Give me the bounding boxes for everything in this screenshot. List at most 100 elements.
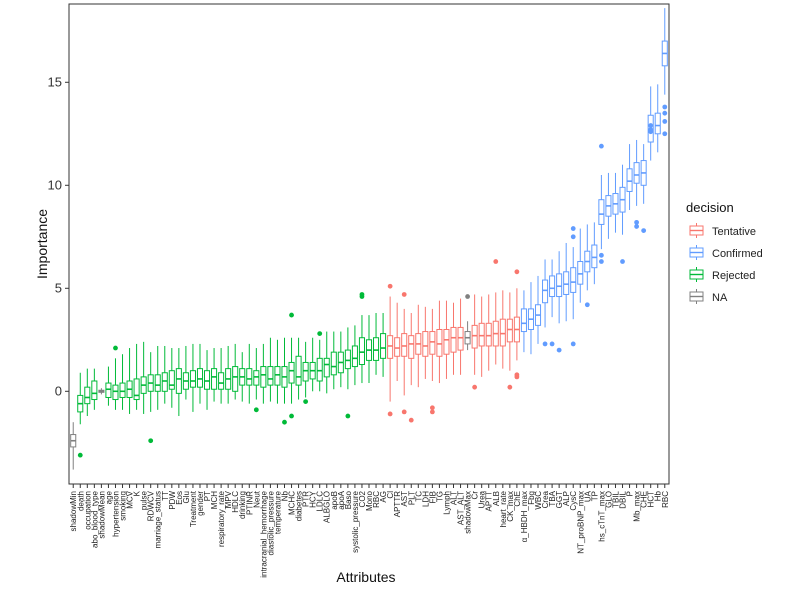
box-shadowmean bbox=[98, 388, 105, 395]
box-hcy bbox=[309, 337, 316, 392]
box-tba bbox=[549, 259, 556, 347]
box-drinking bbox=[239, 352, 246, 402]
x-tick-label: age bbox=[104, 490, 113, 504]
box-iqr bbox=[189, 370, 196, 388]
legend-label: Tentative bbox=[712, 226, 756, 238]
x-tick-label: shadowMean bbox=[97, 491, 106, 539]
outlier-point bbox=[542, 341, 548, 347]
x-tick-label: K bbox=[133, 490, 142, 496]
box-iqr bbox=[577, 261, 584, 285]
x-tick-label: Cl bbox=[386, 491, 395, 499]
box-che bbox=[513, 269, 520, 380]
x-tick-label: temperature bbox=[273, 490, 282, 534]
box-tp bbox=[591, 222, 598, 285]
y-tick-label: 15 bbox=[48, 74, 62, 89]
box-cysc bbox=[570, 226, 577, 347]
x-tick-label: systolic_pressure bbox=[351, 490, 360, 552]
outlier-point bbox=[648, 129, 654, 135]
box-mch bbox=[211, 348, 218, 402]
x-tick-label: Baso bbox=[344, 490, 353, 509]
outlier-point bbox=[401, 292, 407, 297]
box-iqr bbox=[316, 357, 323, 382]
outlier-point bbox=[77, 452, 83, 458]
x-tick-label: Glu bbox=[182, 491, 191, 503]
box-iqr bbox=[499, 318, 506, 347]
x-tick-label: drinking bbox=[238, 491, 247, 519]
y-axis-title: Importance bbox=[34, 209, 50, 279]
outlier-point bbox=[641, 228, 647, 234]
box-alp bbox=[563, 242, 570, 322]
box-iqr bbox=[380, 333, 387, 359]
x-tick-label: APTT bbox=[485, 491, 494, 512]
x-tick-label: HDLC bbox=[231, 491, 240, 513]
box-iqr bbox=[302, 361, 309, 382]
x-tick-label: death bbox=[76, 491, 85, 511]
box-iqr bbox=[288, 361, 295, 384]
box-iqr bbox=[175, 368, 182, 394]
box-iqr bbox=[457, 326, 464, 351]
box-nb bbox=[281, 337, 288, 425]
box-iqr bbox=[394, 337, 401, 357]
outlier-point bbox=[401, 409, 407, 415]
outlier-point bbox=[359, 292, 365, 297]
box-abo-blood-type bbox=[91, 368, 98, 410]
x-tick-label: ALP bbox=[562, 491, 571, 506]
x-tick-label: diabetes bbox=[295, 491, 304, 521]
x-tick-label: Eos bbox=[175, 491, 184, 505]
x-tick-label: RBC bbox=[661, 491, 670, 508]
box-pulse bbox=[140, 341, 147, 414]
box-mpv bbox=[225, 345, 232, 404]
box-iqr bbox=[556, 273, 563, 298]
box-nt-probnp-max bbox=[577, 228, 584, 303]
outlier-point bbox=[634, 219, 640, 225]
box-tbil bbox=[612, 172, 619, 233]
outlier-point bbox=[556, 347, 562, 353]
x-tick-label: RDWCV bbox=[147, 490, 156, 521]
outlier-point bbox=[493, 259, 499, 264]
box-iqr bbox=[485, 322, 492, 347]
box-iqr bbox=[119, 382, 126, 398]
box-iqr bbox=[203, 370, 211, 390]
box-iqr bbox=[387, 335, 394, 359]
x-tick-label: abo_blood_type bbox=[90, 490, 99, 547]
x-tick-label: LDLC bbox=[316, 491, 325, 512]
box-iqr bbox=[112, 384, 119, 401]
legend-label: NA bbox=[712, 292, 728, 304]
box-iqr bbox=[267, 366, 274, 386]
x-tick-label: FIB bbox=[428, 491, 437, 503]
box-iqr bbox=[471, 324, 478, 349]
x-tick-label: CysC bbox=[569, 491, 578, 511]
box-intracranial-hemorrhage bbox=[260, 343, 267, 404]
legend-key-na bbox=[688, 288, 705, 305]
x-tick-label: GGT bbox=[555, 491, 564, 508]
legend-key-rejected bbox=[688, 266, 705, 283]
x-tick-label: APTTR bbox=[393, 491, 402, 517]
box-rbc bbox=[661, 8, 668, 137]
box-shadowmin bbox=[70, 422, 77, 470]
x-tick-label: hs_cTnT_max bbox=[597, 491, 606, 542]
x-tick-label: ALBGLO bbox=[323, 491, 332, 523]
box-iqr bbox=[260, 366, 267, 388]
outlier-point bbox=[465, 294, 470, 299]
box-mb-max bbox=[633, 139, 640, 229]
x-tick-label: DBIL bbox=[619, 490, 628, 508]
outlier-point bbox=[253, 407, 259, 413]
plot-panel bbox=[68, 3, 670, 485]
x-tick-label: PLT bbox=[407, 491, 416, 505]
x-tick-label: occupation bbox=[83, 491, 92, 530]
x-tick-label: Neut bbox=[252, 490, 261, 508]
box-alt bbox=[450, 302, 457, 375]
x-tick-label: MCHC bbox=[288, 491, 297, 515]
box-iqr bbox=[408, 335, 415, 359]
box-albglo bbox=[323, 331, 330, 394]
x-tick-label: MCV bbox=[126, 490, 135, 508]
box-iqr bbox=[84, 386, 91, 405]
box-cl bbox=[387, 283, 394, 417]
box-apoa bbox=[337, 331, 344, 388]
box-tg bbox=[436, 300, 443, 384]
box-glu bbox=[182, 345, 189, 400]
box-shadowmax bbox=[464, 294, 471, 351]
box-hct bbox=[647, 86, 654, 161]
x-tick-label: PDW bbox=[168, 491, 177, 510]
